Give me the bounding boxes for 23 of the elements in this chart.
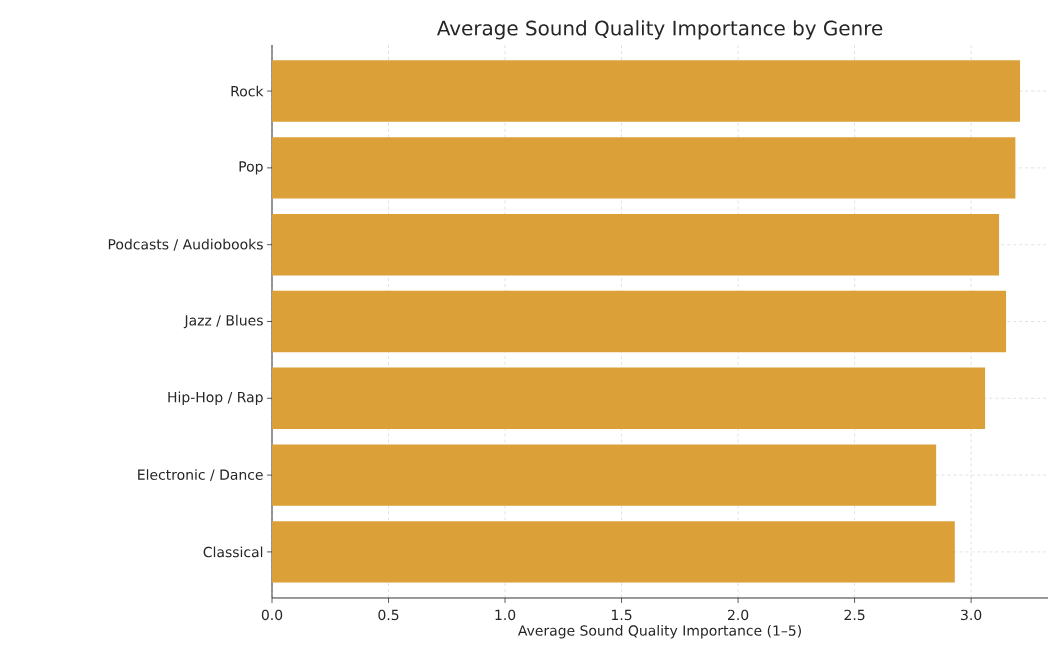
bar bbox=[272, 367, 986, 430]
x-tick-label: 3.0 bbox=[961, 609, 982, 621]
y-tick-label: Electronic / Dance bbox=[138, 469, 263, 482]
bar bbox=[272, 60, 1021, 122]
x-axis-title: Average Sound Quality Importance (1–5) bbox=[517, 625, 801, 639]
x-tick-label: 1.0 bbox=[495, 609, 516, 621]
bar bbox=[272, 137, 1016, 199]
x-tick-label: 2.5 bbox=[844, 609, 865, 621]
x-tick-label: 1.5 bbox=[612, 609, 632, 621]
y-tick-label: Podcasts / Audiobooks bbox=[108, 238, 263, 251]
x-tick-label: 0.5 bbox=[378, 609, 399, 621]
bar bbox=[272, 444, 937, 506]
bar bbox=[272, 521, 955, 583]
y-tick-label: Hip-Hop / Rap bbox=[168, 391, 263, 406]
y-tick-label: Jazz / Blues bbox=[183, 314, 263, 329]
chart-title: Average Sound Quality Importance by Genre bbox=[436, 20, 883, 40]
x-tick-label: 0.0 bbox=[261, 609, 283, 621]
y-tick-label: Rock bbox=[231, 85, 264, 97]
bar bbox=[272, 290, 1007, 353]
x-tick-label: 2.0 bbox=[728, 609, 749, 621]
bar bbox=[272, 213, 1000, 276]
y-tick-label: Pop bbox=[239, 161, 263, 175]
y-tick-label: Classical bbox=[203, 546, 263, 558]
